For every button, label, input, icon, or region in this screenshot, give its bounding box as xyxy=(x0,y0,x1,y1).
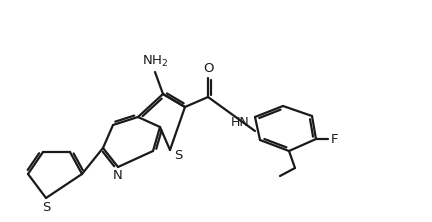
Text: O: O xyxy=(203,62,213,75)
Text: N: N xyxy=(113,168,123,182)
Text: F: F xyxy=(331,133,339,145)
Text: S: S xyxy=(174,149,182,161)
Text: HN: HN xyxy=(231,115,250,129)
Text: NH$_2$: NH$_2$ xyxy=(142,54,168,69)
Text: S: S xyxy=(42,200,50,214)
